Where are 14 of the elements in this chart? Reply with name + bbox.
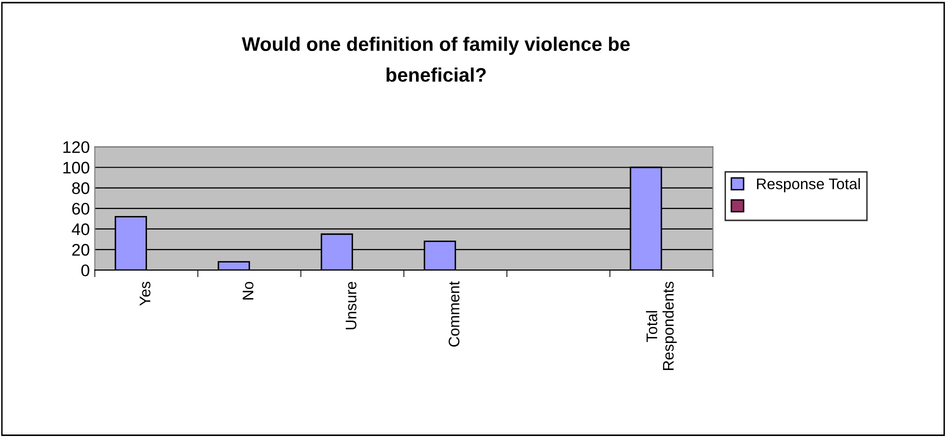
chart-title: Would one definition of family violence be beneficial?	[242, 36, 630, 82]
y-tick-label: 40	[72, 223, 90, 236]
x-tick-label: Unsure	[346, 282, 356, 330]
legend-label: Response Total	[757, 178, 860, 192]
y-tick-label: 100	[63, 162, 90, 174]
y-tick-label: 20	[72, 244, 90, 256]
y-tick-label: 80	[72, 182, 90, 194]
x-tick-label: Total Respondents	[646, 282, 677, 370]
y-tick-label: 120	[63, 141, 90, 154]
y-tick-label: 60	[72, 202, 90, 215]
y-tick-label: 0	[81, 264, 90, 276]
x-tick-label: Yes	[140, 282, 150, 306]
x-tick-label: No	[242, 282, 254, 300]
x-tick-label: Comment	[448, 281, 460, 347]
